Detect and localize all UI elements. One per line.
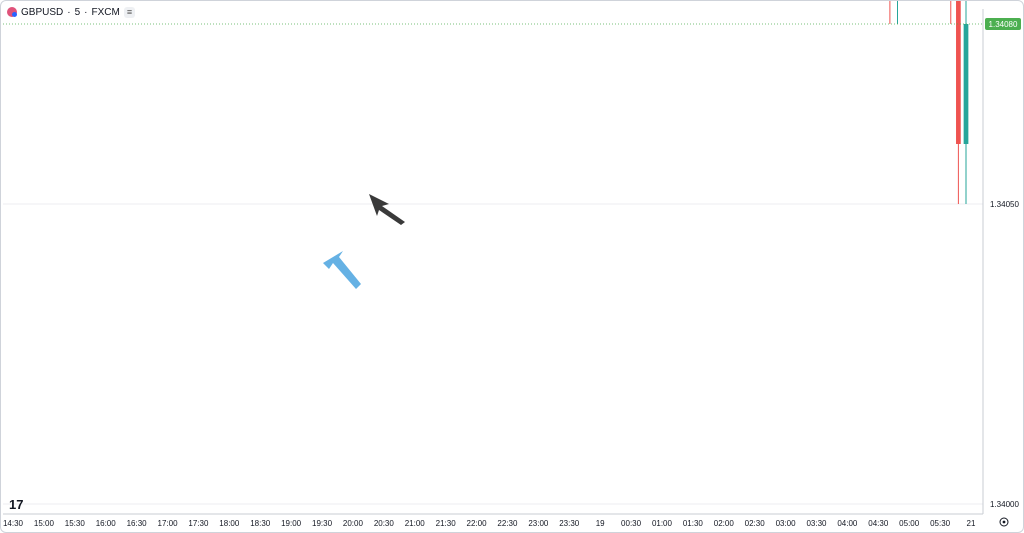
time-tick-label: 18:00 (219, 519, 240, 528)
time-tick-label: 14:30 (3, 519, 24, 528)
time-tick-label: 15:00 (34, 519, 55, 528)
last-price-tag (985, 18, 1021, 30)
candle-body (956, 1, 961, 144)
dark-arrow-annotation (369, 194, 405, 225)
separator: · (84, 6, 88, 18)
candle (950, 1, 952, 24)
tradingview-logo: 17 (9, 497, 23, 512)
time-tick-label: 21 (967, 519, 976, 528)
axes: 1.340001.340501.341001.341501.342001.342… (3, 9, 1019, 528)
time-tick-label: 15:30 (65, 519, 86, 528)
time-tick-label: 03:30 (806, 519, 827, 528)
symbol-name[interactable]: GBPUSD (21, 6, 64, 18)
time-tick-label: 04:30 (868, 519, 889, 528)
chart-header: GBPUSD · 5 · FXCM ≡ (7, 5, 136, 19)
time-tick-label: 05:00 (899, 519, 920, 528)
more-options-icon[interactable]: ≡ (123, 6, 136, 18)
separator: · (67, 6, 71, 18)
data-source: FXCM (91, 6, 120, 18)
time-tick-label: 16:30 (127, 519, 148, 528)
candle-body (963, 24, 969, 144)
gridlines (3, 203, 983, 505)
time-tick-label: 23:00 (528, 519, 549, 528)
time-tick-label: 20:30 (374, 519, 395, 528)
time-tick-label: 18:30 (250, 519, 271, 528)
time-tick-label: 04:00 (837, 519, 858, 528)
candle (956, 1, 961, 204)
settings-gear-icon[interactable] (999, 517, 1009, 527)
price-tick-label: 1.34050 (990, 200, 1019, 209)
time-tick-label: 01:30 (683, 519, 704, 528)
time-tick-label: 23:30 (559, 519, 580, 528)
interval[interactable]: 5 (74, 6, 81, 18)
candle (963, 1, 969, 204)
time-tick-label: 01:00 (652, 519, 673, 528)
time-tick-label: 05:30 (930, 519, 951, 528)
time-tick-label: 19:00 (281, 519, 302, 528)
time-tick-label: 19 (596, 519, 605, 528)
time-tick-label: 02:30 (745, 519, 766, 528)
blue-arrow-annotation (323, 251, 361, 289)
currency-flag-icon (7, 7, 17, 17)
time-tick-label: 21:30 (436, 519, 457, 528)
time-tick-label: 17:00 (158, 519, 179, 528)
price-tick-label: 1.34000 (990, 500, 1019, 509)
annotations (323, 194, 405, 289)
time-tick-label: 17:30 (188, 519, 209, 528)
time-tick-label: 19:30 (312, 519, 333, 528)
time-tick-label: 02:00 (714, 519, 735, 528)
time-tick-label: 00:30 (621, 519, 642, 528)
time-tick-label: 03:00 (776, 519, 797, 528)
time-tick-label: 22:00 (467, 519, 488, 528)
candlesticks (889, 1, 969, 204)
time-tick-label: 16:00 (96, 519, 117, 528)
price-levels: 1.344011.34080 (3, 18, 1021, 30)
time-tick-label: 21:00 (405, 519, 426, 528)
time-tick-label: 20:00 (343, 519, 364, 528)
candle (897, 1, 898, 24)
candle (889, 1, 891, 24)
last-price-label: 1.34080 (989, 20, 1018, 29)
time-tick-label: 22:30 (497, 519, 518, 528)
